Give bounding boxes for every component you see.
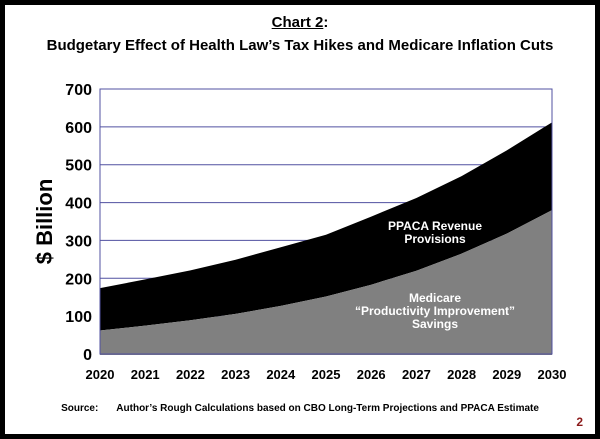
series-label-medicare: Medicare“Productivity Improvement”Saving…	[355, 291, 515, 331]
y-tick-label: 300	[65, 233, 92, 250]
x-tick-label: 2020	[86, 367, 115, 382]
x-tick-label: 2024	[266, 367, 296, 382]
area-medicare-savings	[100, 210, 552, 354]
x-tick-label: 2021	[131, 367, 160, 382]
y-tick-label: 100	[65, 309, 92, 326]
x-tick-label: 2026	[357, 367, 386, 382]
series-label-line: “Productivity Improvement”	[355, 304, 515, 318]
x-tick-labels: 2020 2021 2022 2023 2024 2025 2026 2027 2028 2029…	[86, 367, 567, 382]
y-axis-label: $ Billion	[32, 179, 57, 265]
slide: Chart 2: Budgetary Effect of Health Law’…	[5, 5, 595, 434]
x-tick-label: 2029	[492, 367, 521, 382]
series-label-line: Savings	[412, 317, 458, 331]
y-tick-label: 500	[65, 158, 92, 175]
chart-label: Chart 2	[271, 14, 324, 31]
x-tick-label: 2025	[312, 367, 341, 382]
x-tick-label: 2027	[402, 367, 431, 382]
source-label: Source:	[61, 403, 99, 414]
x-tick-label: 2028	[447, 367, 476, 382]
series-label-line: PPACA Revenue	[388, 219, 482, 233]
x-tick-label: 2030	[538, 367, 567, 382]
chart-label-suffix: :	[323, 14, 329, 31]
y-tick-label: 0	[83, 347, 92, 364]
y-tick-label: 200	[65, 271, 92, 288]
y-tick-label: 700	[65, 82, 92, 99]
page-number: 2	[576, 415, 583, 429]
source-text: Author’s Rough Calculations based on CBO…	[116, 403, 539, 414]
area-ppaca-revenue	[100, 122, 552, 331]
series-label-line: Medicare	[409, 291, 461, 305]
x-tick-label: 2022	[176, 367, 205, 382]
y-tick-label: 400	[65, 196, 92, 213]
y-tick-label: 600	[65, 120, 92, 137]
chart-title: Chart 2:	[5, 14, 595, 31]
plot-frame	[99, 88, 553, 355]
x-tick-label: 2023	[221, 367, 250, 382]
chart-subtitle: Budgetary Effect of Health Law’s Tax Hik…	[46, 37, 554, 54]
source-note: Source: Author’s Rough Calculations based…	[5, 403, 595, 414]
y-tick-labels: 0 100 200 300 400 500 600 700	[65, 82, 92, 364]
series-label-line: Provisions	[404, 232, 466, 246]
